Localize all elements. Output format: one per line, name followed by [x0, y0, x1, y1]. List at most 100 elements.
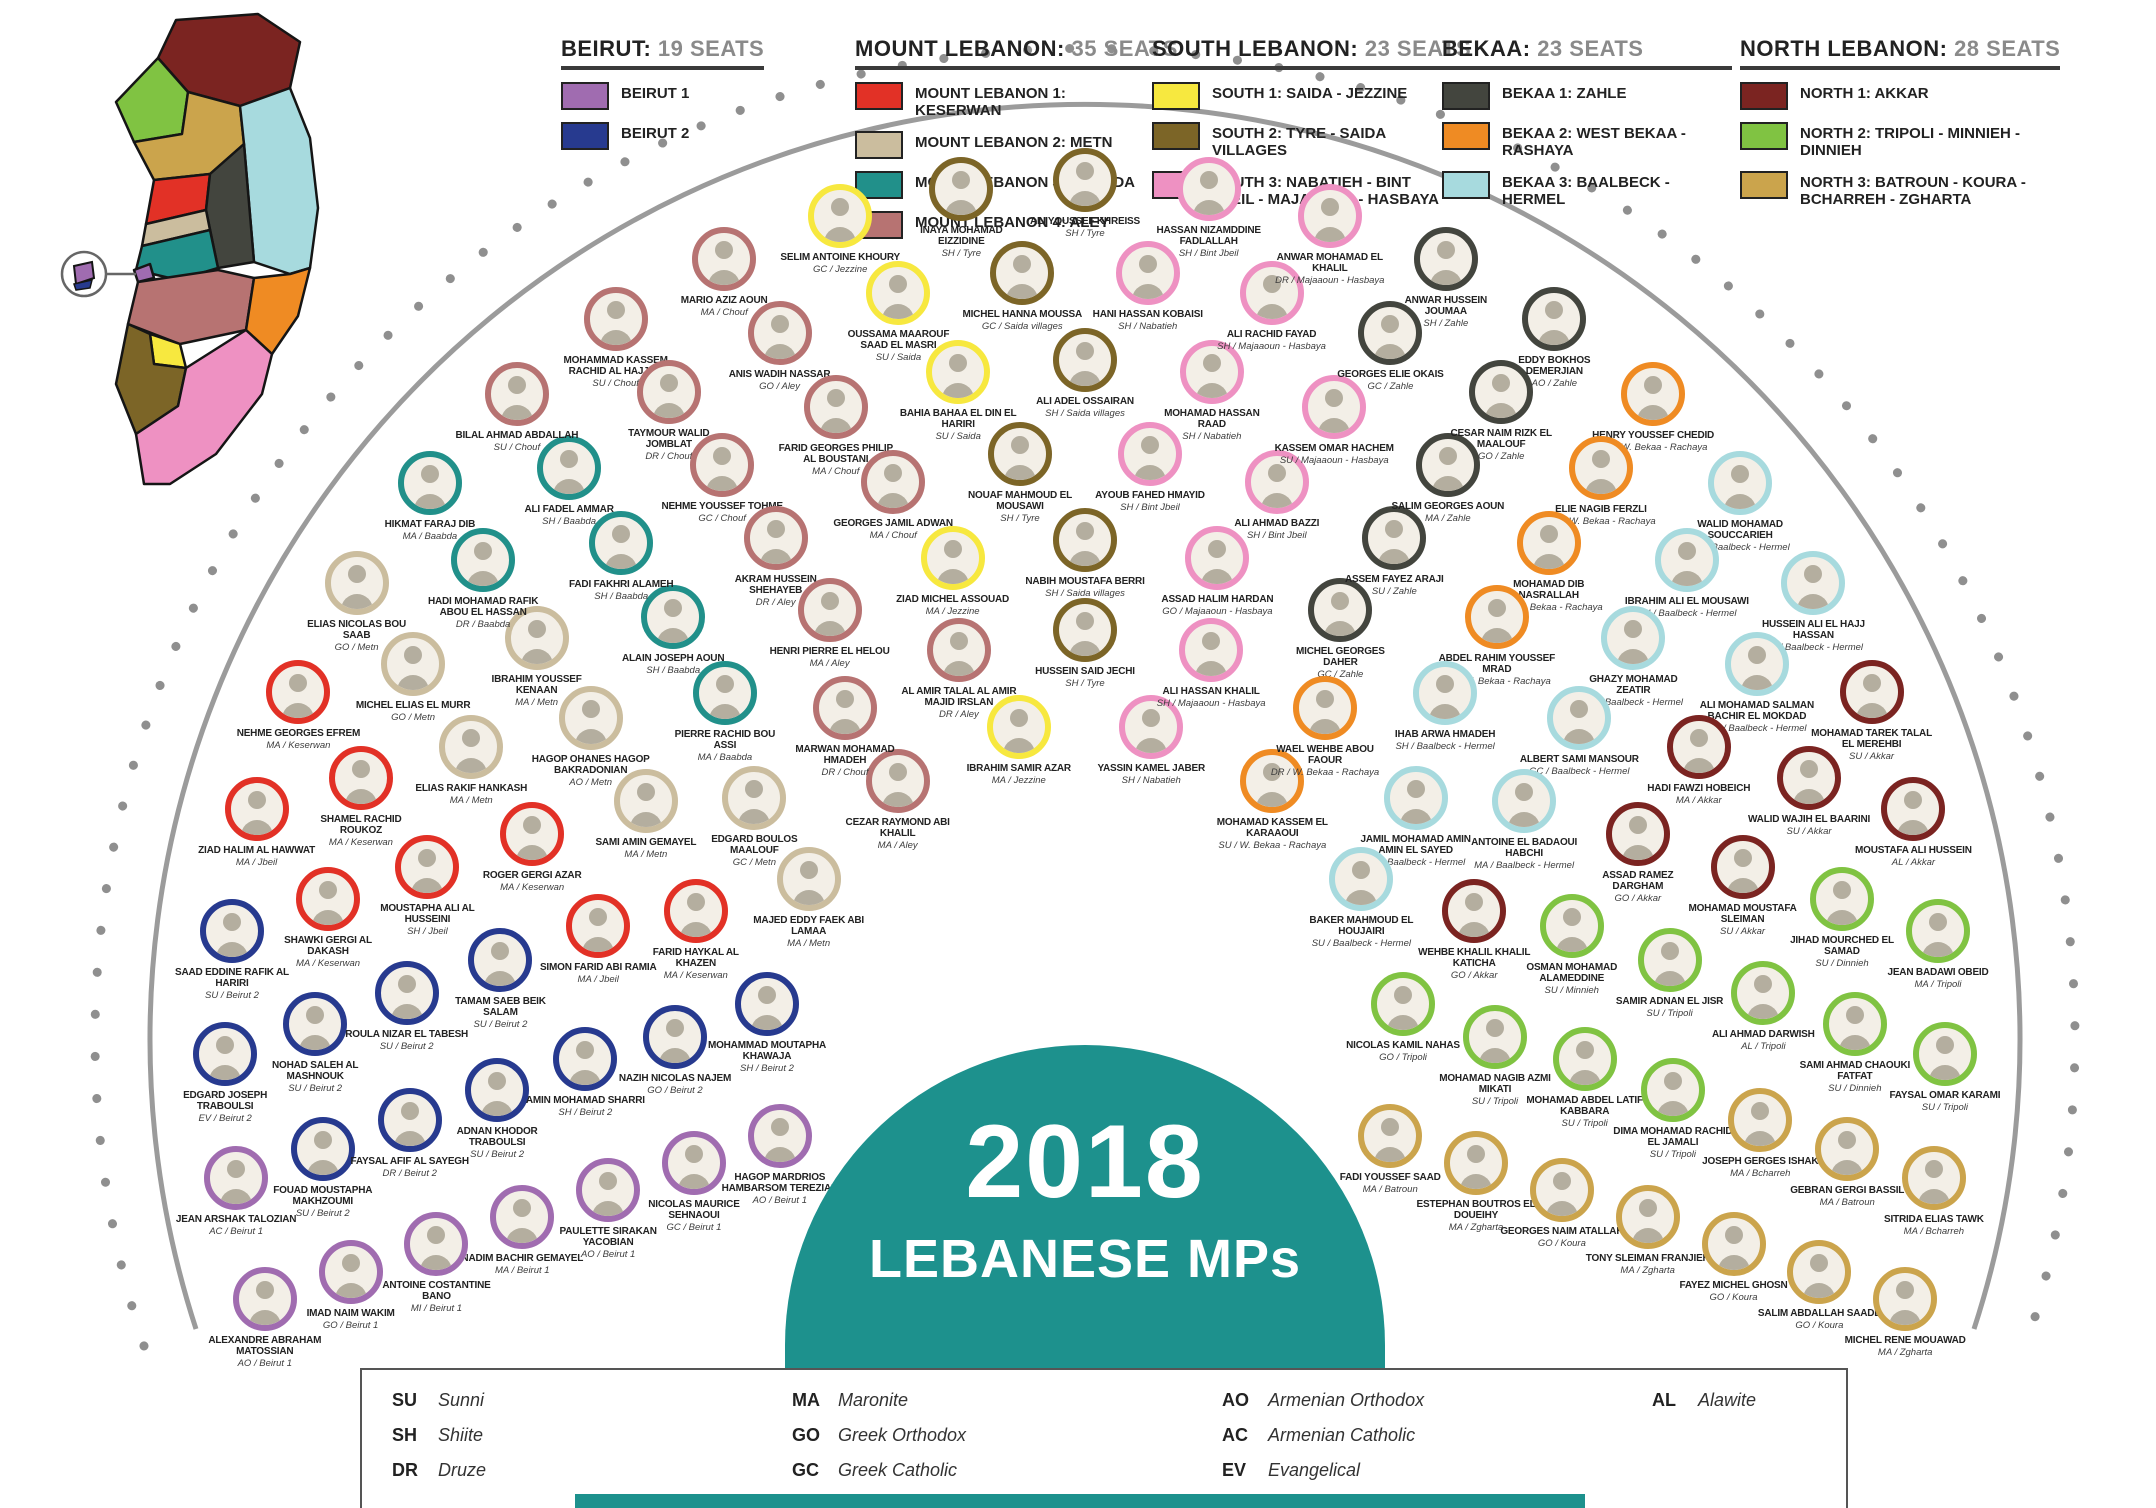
- mp-name: EDGARD JOSEPH TRABOULSI: [183, 1090, 268, 1113]
- mp-photo: [641, 585, 706, 650]
- mp-photo: [1371, 972, 1435, 1037]
- mp-seat: HADI FAWZI HOBEICH MA / Akkar: [1637, 715, 1761, 806]
- mp-name: MOHAMAD TAREK TALAL EL MEREHBI: [1811, 728, 1932, 751]
- mp-sect-district: MA / Chouf: [869, 530, 917, 542]
- mp-photo: [1329, 846, 1394, 911]
- silhouette-body-icon: [1717, 1255, 1750, 1271]
- mp-sect-district: MA / Metn: [787, 937, 831, 949]
- mp-photo: [1621, 362, 1686, 427]
- sect-name: Evangelical: [1268, 1460, 1361, 1480]
- mp-photo: [224, 777, 289, 842]
- mp-sect-district: SU / Beirut 2: [379, 1040, 434, 1052]
- silhouette-body-icon: [813, 621, 846, 637]
- silhouette-body-icon: [1195, 382, 1228, 398]
- mp-photo: [1053, 148, 1117, 212]
- silhouette-head-icon: [347, 564, 366, 583]
- mp-seat: ADNAN KHODOR TRABOULSI SU / Beirut 2: [435, 1057, 559, 1160]
- mp-photo: [1239, 260, 1304, 325]
- sect-code: DR: [392, 1460, 418, 1480]
- mp-seat: IBRAHIM ALI EL MOUSAWI SH / Baalbeck - He…: [1625, 527, 1749, 619]
- silhouette-head-icon: [1320, 197, 1339, 216]
- mp-photo: [1881, 777, 1946, 842]
- mp-photo: [1302, 375, 1367, 440]
- region-legend-item: BEIRUT 1: [561, 82, 764, 110]
- silhouette-head-icon: [1545, 301, 1564, 320]
- silhouette-body-icon: [413, 493, 446, 509]
- mp-photo: [1781, 550, 1846, 615]
- silhouette-body-icon: [484, 970, 517, 986]
- mp-name: MOHAMAD MOUSTAFA SLEIMAN: [1688, 902, 1797, 925]
- title-text: LEBANESE MPs: [868, 1229, 1302, 1289]
- silhouette-head-icon: [1208, 539, 1227, 558]
- mp-name: SALIM GEORGES AOUN: [1391, 500, 1505, 512]
- mp-photo: [613, 768, 678, 833]
- mp-sect-district: SU / Beirut 2: [288, 1082, 343, 1094]
- district-label: SOUTH 1: SAIDA - JEZZINE: [1212, 85, 1408, 102]
- mp-name: GEORGES NAIM ATALLAH: [1500, 1226, 1624, 1238]
- sect-legend-entry: GO Greek Orthodox: [792, 1425, 966, 1446]
- silhouette-body-icon: [1201, 568, 1234, 584]
- mp-seat: MICHEL RENE MOUAWAD MA / Zgharta: [1843, 1266, 1967, 1358]
- mp-sect-district: SH / Baalbeck - Hermel: [1763, 641, 1864, 653]
- region-legend-title: BEIRUT: 19 SEATS: [561, 36, 765, 70]
- mp-name: SELIM ANTOINE KHOURY: [780, 251, 900, 263]
- mp-sect-district: SU / W. Bekaa - Rachaya: [1442, 676, 1551, 688]
- silhouette-head-icon: [1924, 1159, 1943, 1178]
- mp-photo: [1708, 450, 1773, 515]
- silhouette-body-icon: [942, 660, 975, 676]
- silhouette-body-icon: [1617, 648, 1650, 664]
- mp-photo: [374, 960, 439, 1025]
- silhouette-body-icon: [1255, 303, 1288, 319]
- silhouette-head-icon: [523, 815, 542, 834]
- mp-photo: [1728, 1087, 1793, 1152]
- silhouette-head-icon: [1202, 353, 1221, 372]
- mp-photo: [589, 510, 654, 575]
- mp-seat: IBRAHIM SAMIR AZAR MA / Jezzine: [957, 694, 1081, 786]
- mp-photo: [926, 339, 991, 404]
- district-label: NORTH 3: BATROUN - KOURA - BCHARREH - ZG…: [1800, 174, 2026, 208]
- silhouette-head-icon: [1660, 941, 1679, 960]
- silhouette-head-icon: [216, 1036, 235, 1055]
- silhouette-body-icon: [1374, 1147, 1407, 1163]
- silhouette-body-icon: [1431, 475, 1464, 491]
- mp-seat: HUSSEIN ALI EL HAJJ HASSAN SH / Baalbeck …: [1751, 550, 1875, 653]
- silhouette-head-icon: [1644, 376, 1663, 395]
- mp-sect-district: SH / Nabatieh: [1118, 320, 1178, 332]
- silhouette-head-icon: [313, 1131, 332, 1150]
- silhouette-body-icon: [1584, 479, 1617, 495]
- silhouette-body-icon: [877, 493, 910, 509]
- mp-sect-district: AO / Zahle: [1531, 378, 1578, 390]
- mp-name: HADI FAWZI HOBEICH: [1647, 783, 1751, 795]
- silhouette-body-icon: [1889, 1309, 1922, 1325]
- mp-photo: [1822, 991, 1887, 1056]
- sect-legend-entry: AO Armenian Orthodox: [1222, 1390, 1424, 1411]
- mp-seat: MOHAMMAD KASSEM RACHID AL HAJJAR SU / Cho…: [554, 287, 678, 389]
- mp-seat: AL AMIR TALAL AL AMIR MAJID IRSLAN DR / A…: [897, 617, 1021, 720]
- silhouette-head-icon: [581, 699, 600, 718]
- mp-seat: OUSSAMA MAAROUF SAAD EL MASRI SU / Saida: [836, 260, 960, 363]
- silhouette-body-icon: [936, 568, 969, 584]
- mp-seat: SITRIDA ELIAS TAWK MA / Bcharreh: [1872, 1145, 1996, 1237]
- silhouette-body-icon: [306, 1160, 339, 1176]
- mp-name: JIHAD MOURCHED EL SAMAD: [1790, 935, 1894, 958]
- silhouette-body-icon: [1740, 674, 1773, 690]
- silhouette-head-icon: [319, 881, 337, 900]
- mp-sect-district: SH / Zahle: [1423, 318, 1469, 330]
- mp-seat: PAULETTE SIRAKAN YACOBIAN AO / Beirut 1: [546, 1158, 670, 1260]
- mp-photo: [1053, 508, 1117, 572]
- mp-sect-district: GO / Koura: [1537, 1238, 1586, 1250]
- mp-photo: [1413, 661, 1478, 726]
- mp-name: WALID MOHAMAD SOUCCARIEH: [1697, 518, 1783, 541]
- mp-photo: [451, 527, 516, 592]
- silhouette-head-icon: [888, 762, 907, 781]
- silhouette-body-icon: [1256, 791, 1289, 807]
- mp-sect-district: MA / Keserwan: [663, 970, 728, 982]
- mp-name: ALI YOUSSEF KHREISS: [1030, 216, 1140, 227]
- mp-photo: [1654, 527, 1719, 592]
- mp-sect-district: SU / Tripoli: [1649, 1148, 1697, 1160]
- mp-seat: MICHEL HANNA MOUSSA GC / Saida villages: [960, 240, 1084, 332]
- mp-name: HIKMAT FARAJ DIB: [384, 518, 476, 530]
- mp-seat: GEBRAN GERGI BASSIL MA / Batroun: [1785, 1117, 1909, 1208]
- silhouette-head-icon: [589, 907, 608, 926]
- silhouette-body-icon: [1631, 1228, 1664, 1244]
